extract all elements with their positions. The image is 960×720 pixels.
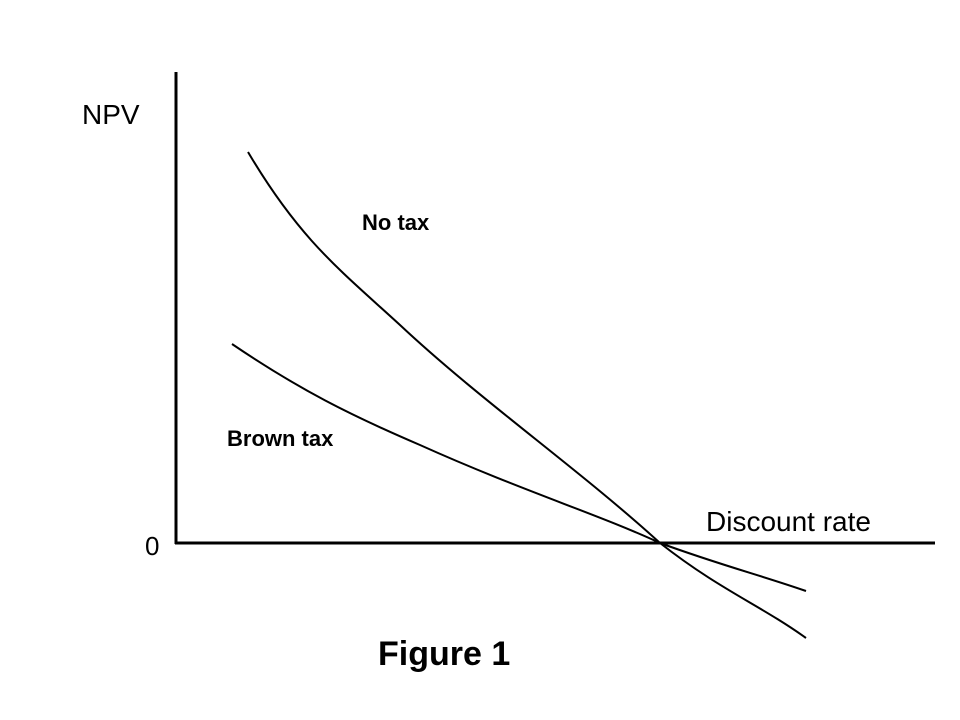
curve-label: Brown tax [227,426,334,451]
no-tax-curve [247,151,807,639]
curve-label: No tax [362,210,430,235]
y-axis-label: NPV [82,99,140,130]
origin-label: 0 [145,531,159,561]
caption: Figure 1 [378,635,510,673]
brown-tax-curve [231,343,807,592]
x-axis-label: Discount rate [706,506,871,537]
